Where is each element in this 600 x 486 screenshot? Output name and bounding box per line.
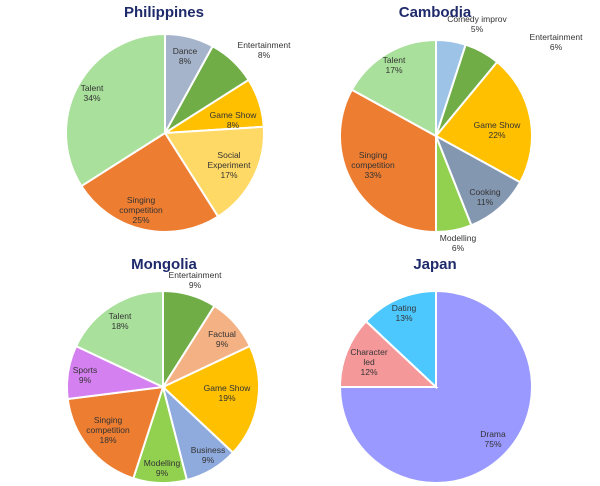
data-label-mongolia-game-show: Game Show 19% <box>204 383 252 403</box>
pie-slice-mongolia-singing-competition <box>66 385 165 480</box>
pie-slice-japan-dating <box>364 289 437 390</box>
data-label-japan-drama: Drama 75% <box>480 429 506 449</box>
data-label-cambodia-singing-competition: Singing competition 33% <box>351 150 395 180</box>
data-label-cambodia-cooking: Cooking 11% <box>469 187 500 207</box>
data-label-cambodia-comedy-improv: Comedy improv 5% <box>447 14 507 34</box>
data-label-mongolia-singing-competition: Singing competition 18% <box>86 415 130 445</box>
data-label-cambodia-entertainment: Entertainment 6% <box>530 32 584 52</box>
data-label-mongolia-entertainment: Entertainment 9% <box>169 270 223 290</box>
pie-slice-cambodia-cooking <box>434 133 522 227</box>
data-label-philippines-singing-competition: Singing competition 25% <box>119 195 163 225</box>
pie-slice-cambodia-game-show <box>434 60 533 184</box>
pie-slice-japan-character-led <box>338 319 439 388</box>
data-label-philippines-entertainment: Entertainment 8% <box>238 40 292 60</box>
pie-slice-cambodia-talent <box>350 38 437 138</box>
title-japan: Japan <box>413 256 457 273</box>
data-label-mongolia-business: Business 9% <box>191 445 226 465</box>
data-label-mongolia-sports: Sports 9% <box>73 365 98 385</box>
data-label-mongolia-talent: Talent 18% <box>109 311 132 331</box>
pie-slice-japan-drama <box>338 289 533 484</box>
data-label-japan-character-led: Character led 12% <box>350 347 387 377</box>
data-label-mongolia-modelling: Modelling 9% <box>144 458 181 478</box>
pie-mongolia: Entertainment 9% Factual 9% Game Show 19% Busi… <box>66 270 260 484</box>
pie-slice-mongolia-talent <box>74 289 164 389</box>
title-philippines: Philippines <box>123 4 204 21</box>
data-label-philippines-social-experiment: Social Experiment 17% <box>208 150 252 180</box>
data-label-philippines-dance: Dance 8% <box>173 46 198 66</box>
data-label-cambodia-game-show: Game Show 22% <box>474 120 522 140</box>
pie-slice-philippines-singing-competition <box>80 131 220 233</box>
pie-japan: Drama 75% Character led 12% Dating 13% <box>338 289 533 484</box>
data-label-cambodia-modelling: Modelling 6% <box>440 233 477 253</box>
pie-slice-cambodia-singing-competition <box>338 88 437 234</box>
pie-slice-philippines-social-experiment <box>163 125 265 218</box>
data-label-philippines-game-show: Game Show 8% <box>210 110 258 130</box>
pie-slice-mongolia-game-show <box>161 344 260 455</box>
data-label-cambodia-talent: Talent 17% <box>383 55 406 75</box>
title-mongolia: Mongolia <box>131 256 197 273</box>
title-cambodia: Cambodia <box>398 4 472 21</box>
pie-philippines: Dance 8% Entertainment 8% Game Show 8% Social E… <box>65 32 292 233</box>
data-label-mongolia-factual: Factual 9% <box>208 329 236 349</box>
data-label-japan-dating: Dating 13% <box>392 303 417 323</box>
pie-cambodia: Comedy improv 5% Entertainment 6% Game Show 2… <box>338 14 584 253</box>
data-label-philippines-talent: Talent 34% <box>81 83 104 103</box>
pie-slice-philippines-talent <box>65 32 166 188</box>
